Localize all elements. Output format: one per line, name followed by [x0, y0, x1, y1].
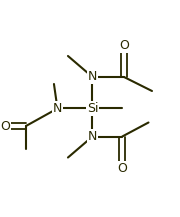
Text: Si: Si [87, 102, 98, 115]
Text: N: N [88, 130, 97, 143]
Text: O: O [119, 39, 129, 52]
Text: N: N [53, 102, 62, 115]
Text: O: O [0, 120, 10, 133]
Text: N: N [88, 71, 97, 84]
Text: O: O [117, 161, 127, 174]
